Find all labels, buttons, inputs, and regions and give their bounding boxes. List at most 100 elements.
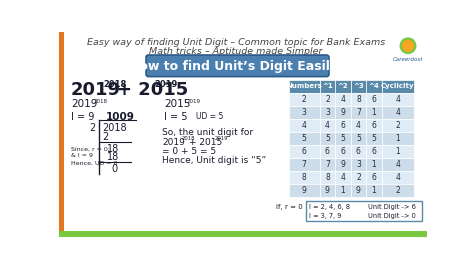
Text: 5: 5	[340, 134, 346, 143]
Text: 6: 6	[325, 147, 330, 156]
Text: 7: 7	[302, 160, 307, 169]
Bar	[319, 158, 335, 171]
Text: 1: 1	[395, 134, 401, 143]
Bar	[351, 171, 366, 184]
Text: Hence, Unit digit is “5”: Hence, Unit digit is “5”	[162, 156, 266, 165]
Bar	[319, 145, 335, 158]
Text: 6: 6	[372, 147, 376, 156]
Text: 2: 2	[103, 132, 109, 142]
Text: 2018: 2018	[103, 123, 128, 133]
Bar	[366, 184, 382, 197]
Text: 4: 4	[395, 95, 401, 104]
Bar	[351, 132, 366, 145]
Text: 4: 4	[340, 173, 346, 182]
Text: 8: 8	[356, 95, 361, 104]
Text: if, r = 0: if, r = 0	[276, 205, 302, 210]
Text: 6: 6	[356, 147, 361, 156]
Text: 6: 6	[372, 121, 376, 130]
Bar	[289, 171, 319, 184]
Bar	[319, 80, 335, 93]
Bar	[366, 171, 382, 184]
Text: Careerdost: Careerdost	[393, 57, 423, 62]
Text: 9: 9	[325, 186, 330, 196]
Bar	[289, 184, 319, 197]
Text: ^2: ^2	[337, 83, 348, 89]
Text: 6: 6	[302, 147, 307, 156]
Bar	[382, 145, 414, 158]
Text: 0: 0	[111, 164, 117, 174]
Text: 2: 2	[325, 95, 330, 104]
Text: 1: 1	[340, 186, 345, 196]
Text: UD = 5: UD = 5	[196, 112, 224, 121]
Bar	[335, 80, 351, 93]
Text: 1: 1	[372, 186, 376, 196]
Text: 1009: 1009	[106, 112, 135, 122]
Bar	[351, 145, 366, 158]
FancyBboxPatch shape	[146, 55, 329, 77]
Text: ^4: ^4	[368, 83, 379, 89]
Bar	[289, 80, 319, 93]
Text: ^3: ^3	[353, 83, 364, 89]
Text: 2019: 2019	[214, 136, 228, 142]
Bar	[289, 106, 319, 119]
Bar	[335, 171, 351, 184]
Text: 4: 4	[395, 173, 401, 182]
Bar	[366, 132, 382, 145]
Text: 3: 3	[325, 108, 330, 117]
Text: 2019: 2019	[71, 81, 121, 99]
Text: 4: 4	[395, 108, 401, 117]
Text: + 2015: + 2015	[189, 138, 222, 147]
Bar	[382, 184, 414, 197]
Bar	[289, 132, 319, 145]
Circle shape	[400, 38, 416, 53]
Bar	[319, 93, 335, 106]
Text: Easy way of finding Unit Digit – Common topic for Bank Exams: Easy way of finding Unit Digit – Common …	[87, 38, 385, 47]
Text: So, the unit digit for: So, the unit digit for	[162, 127, 254, 136]
Text: 2018: 2018	[93, 99, 107, 104]
Text: 8: 8	[302, 173, 307, 182]
Text: l = 3, 7, 9: l = 3, 7, 9	[309, 213, 341, 219]
Circle shape	[402, 40, 413, 51]
Bar	[319, 106, 335, 119]
Text: 1: 1	[372, 108, 376, 117]
Bar	[335, 119, 351, 132]
Bar	[366, 93, 382, 106]
Bar	[319, 132, 335, 145]
Text: + 2015: + 2015	[118, 81, 189, 99]
Text: 2019: 2019	[186, 99, 201, 104]
Bar	[319, 119, 335, 132]
Text: 18: 18	[107, 144, 119, 154]
Bar	[366, 80, 382, 93]
Bar	[59, 32, 64, 237]
Bar	[335, 106, 351, 119]
Bar	[351, 184, 366, 197]
Text: 3: 3	[302, 108, 307, 117]
Text: 5: 5	[372, 134, 376, 143]
Text: ^1: ^1	[322, 83, 333, 89]
Text: 8: 8	[325, 173, 330, 182]
Text: Since, r = 0;: Since, r = 0;	[71, 147, 110, 151]
Bar	[366, 158, 382, 171]
Text: How to find Unit’s Digit Easily?: How to find Unit’s Digit Easily?	[129, 60, 346, 73]
Bar	[306, 201, 422, 221]
Text: I = 9: I = 9	[71, 112, 94, 122]
Bar	[351, 93, 366, 106]
Text: Math tricks – Aptitude made Simpler: Math tricks – Aptitude made Simpler	[149, 47, 323, 56]
Text: Numbers: Numbers	[286, 83, 322, 89]
Bar	[289, 93, 319, 106]
Text: 9: 9	[340, 108, 346, 117]
Text: 9: 9	[340, 160, 346, 169]
Bar	[382, 171, 414, 184]
Text: = 0 + 5 = 5: = 0 + 5 = 5	[162, 147, 217, 156]
Bar	[335, 158, 351, 171]
Bar	[351, 106, 366, 119]
Text: 4: 4	[325, 121, 330, 130]
Text: 6: 6	[372, 95, 376, 104]
Text: I = 5: I = 5	[164, 112, 187, 122]
Text: 6: 6	[340, 121, 346, 130]
Text: 18: 18	[107, 152, 119, 163]
Bar	[351, 119, 366, 132]
Text: 5: 5	[356, 134, 361, 143]
Text: 2015: 2015	[164, 99, 190, 109]
Bar	[289, 145, 319, 158]
